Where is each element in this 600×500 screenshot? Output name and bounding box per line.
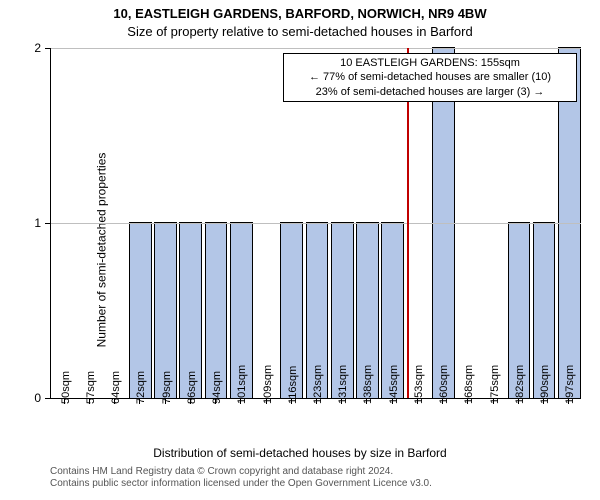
x-tick-label: 123sqm xyxy=(312,365,324,404)
x-tick-label: 50sqm xyxy=(60,371,72,404)
x-tick-label: 86sqm xyxy=(186,371,198,404)
x-axis-label: Distribution of semi-detached houses by … xyxy=(0,446,600,460)
x-tick-label: 145sqm xyxy=(388,365,400,404)
callout-line-2: ← 77% of semi-detached houses are smalle… xyxy=(290,70,570,84)
y-tick-label: 2 xyxy=(34,41,41,55)
y-tick xyxy=(45,48,51,49)
x-tick-label: 64sqm xyxy=(110,371,122,404)
footer-line-2: Contains public sector information licen… xyxy=(50,478,432,490)
y-tick xyxy=(45,223,51,224)
gridline xyxy=(51,223,581,224)
y-tick-label: 1 xyxy=(34,216,41,230)
x-tick-label: 160sqm xyxy=(438,365,450,404)
callout-line-3: 23% of semi-detached houses are larger (… xyxy=(290,85,570,99)
x-tick-label: 79sqm xyxy=(161,371,173,404)
callout-line-1: 10 EASTLEIGH GARDENS: 155sqm xyxy=(290,56,570,70)
callout-box: 10 EASTLEIGH GARDENS: 155sqm ← 77% of se… xyxy=(283,53,577,102)
y-tick xyxy=(45,398,51,399)
footer-line-1: Contains HM Land Registry data © Crown c… xyxy=(50,466,432,478)
chart-title: 10, EASTLEIGH GARDENS, BARFORD, NORWICH,… xyxy=(0,6,600,21)
x-tick-label: 131sqm xyxy=(337,365,349,404)
x-tick-label: 138sqm xyxy=(362,365,374,404)
x-tick-label: 116sqm xyxy=(287,366,299,404)
chart-container: { "title": "10, EASTLEIGH GARDENS, BARFO… xyxy=(0,0,600,500)
x-tick-label: 175sqm xyxy=(489,365,501,404)
x-tick-label: 182sqm xyxy=(514,365,526,404)
x-tick-label: 190sqm xyxy=(539,365,551,404)
x-tick-label: 197sqm xyxy=(564,365,576,404)
chart-subtitle: Size of property relative to semi-detach… xyxy=(0,24,600,39)
chart-footer: Contains HM Land Registry data © Crown c… xyxy=(50,466,432,490)
x-tick-label: 153sqm xyxy=(413,365,425,404)
x-tick-label: 94sqm xyxy=(211,371,223,404)
y-tick-label: 0 xyxy=(34,391,41,405)
plot-area: 012 50sqm57sqm64sqm72sqm79sqm86sqm94sqm1… xyxy=(50,48,581,399)
x-tick-label: 168sqm xyxy=(463,365,475,404)
x-tick-label: 109sqm xyxy=(262,365,274,404)
x-tick-label: 57sqm xyxy=(85,371,97,404)
x-tick-label: 72sqm xyxy=(135,371,147,404)
x-tick-label: 101sqm xyxy=(236,365,248,404)
gridline xyxy=(51,48,581,49)
